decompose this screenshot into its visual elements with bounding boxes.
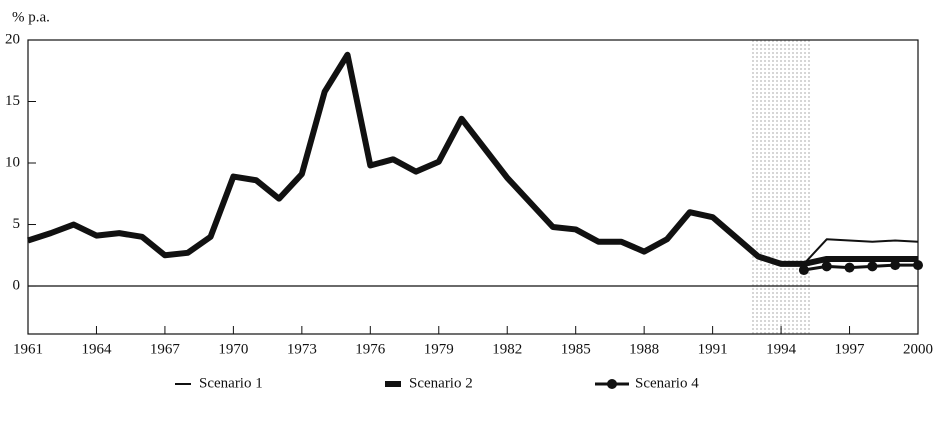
y-tick-label: 15 (5, 93, 20, 109)
x-tick-label: 1979 (424, 341, 454, 357)
x-tick-label: 1973 (287, 341, 317, 357)
x-tick-label: 1961 (13, 341, 43, 357)
x-tick-label: 1985 (561, 341, 591, 357)
marker (798, 265, 809, 276)
legend-label: Scenario 2 (409, 375, 473, 391)
marker (890, 260, 901, 271)
x-tick-label: 1967 (150, 341, 181, 357)
legend-label: Scenario 4 (635, 375, 699, 391)
series-line (803, 263, 918, 272)
y-tick-label: 5 (13, 216, 21, 232)
y-tick-label: 20 (5, 31, 20, 47)
legend-marker (607, 379, 617, 389)
x-tick-label: 2000 (903, 341, 933, 357)
marker (821, 261, 832, 272)
x-tick-label: 1976 (355, 341, 386, 357)
marker (867, 261, 878, 272)
x-tick-label: 1991 (698, 341, 728, 357)
x-tick-label: 1964 (81, 341, 112, 357)
marker (844, 262, 855, 273)
x-tick-label: 1994 (766, 341, 797, 357)
y-tick-label: 10 (5, 154, 20, 170)
plot-frame (27, 39, 919, 335)
x-tick-label: 1988 (629, 341, 659, 357)
x-tick-label: 1982 (492, 341, 522, 357)
series-line (27, 51, 918, 267)
y-axis-label: % p.a. (12, 9, 50, 25)
marker (913, 260, 923, 271)
shaded-band (750, 40, 812, 334)
x-tick-label: 1997 (835, 341, 866, 357)
x-tick-label: 1970 (218, 341, 248, 357)
legend-label: Scenario 1 (199, 375, 263, 391)
series-line (803, 238, 919, 265)
y-tick-label: 0 (13, 277, 21, 293)
